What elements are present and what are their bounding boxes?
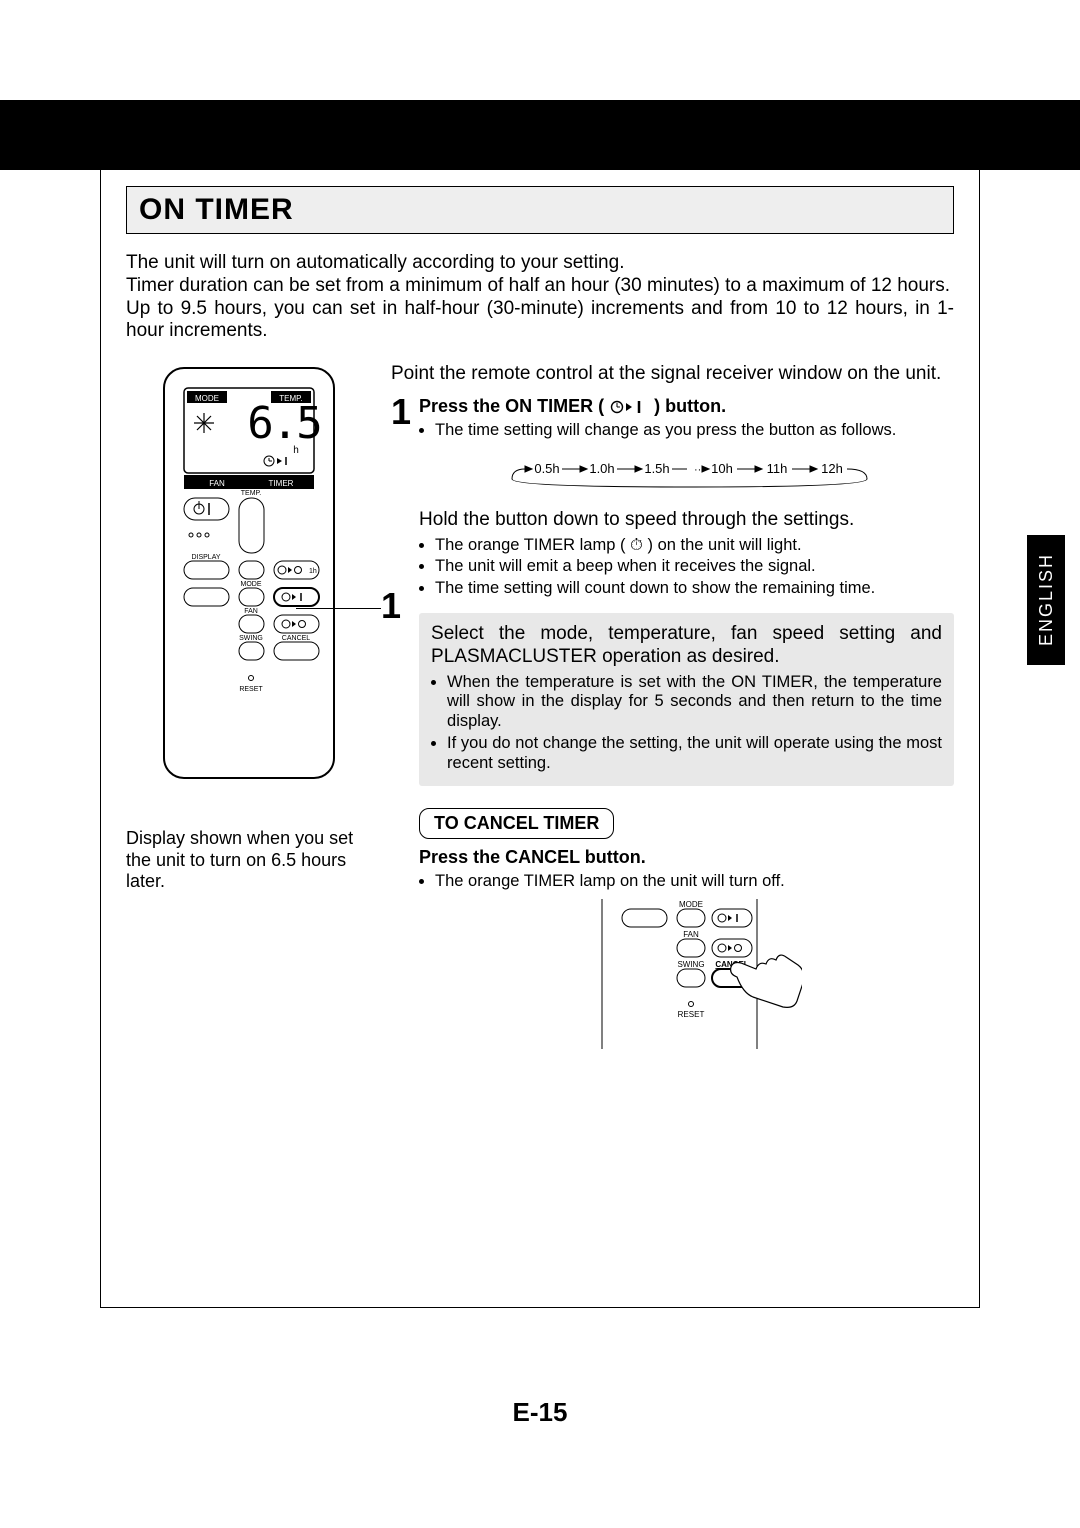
svg-text:1.5h: 1.5h	[644, 461, 669, 476]
page-frame: ON TIMER The unit will turn on automatic…	[100, 165, 980, 1308]
page-number: E-15	[0, 1397, 1080, 1428]
gray-box-lead: Select the mode, temperature, fan speed …	[431, 623, 942, 669]
step-number: 1	[391, 396, 411, 428]
svg-text:DISPLAY: DISPLAY	[191, 554, 220, 561]
svg-text:1.0h: 1.0h	[589, 461, 614, 476]
svg-text:12h: 12h	[821, 461, 843, 476]
step-head-suffix: ) button.	[654, 396, 726, 416]
cancel-heading: Press the CANCEL button.	[419, 847, 954, 868]
language-tab: ENGLISH	[1027, 535, 1065, 665]
bullet-item: The time setting will count down to show…	[435, 579, 954, 599]
callout-number: 1	[381, 585, 401, 627]
callout-line	[296, 608, 381, 609]
cancel-bullets: The orange TIMER lamp on the unit will t…	[419, 872, 954, 892]
language-tab-label: ENGLISH	[1036, 553, 1057, 646]
svg-text:FAN: FAN	[209, 479, 225, 488]
header-black-bar	[0, 100, 1080, 170]
svg-text:FAN: FAN	[244, 608, 258, 615]
remote-illustration: MODE TEMP. 6.5 h FAN	[149, 363, 349, 793]
svg-text:6.5: 6.5	[247, 398, 320, 449]
bullet-item: When the temperature is set with the ON …	[447, 673, 942, 732]
svg-text:11h: 11h	[766, 461, 787, 476]
svg-text:TEMP.: TEMP.	[240, 490, 261, 497]
section-title: ON TIMER	[139, 193, 941, 227]
svg-text:FAN: FAN	[683, 930, 699, 939]
svg-text:RESET: RESET	[677, 1010, 704, 1019]
clock-play-bar-icon	[609, 400, 649, 414]
step-body: Press the ON TIMER ( ) button. The time …	[419, 396, 954, 1049]
gray-settings-box: Select the mode, temperature, fan speed …	[419, 613, 954, 786]
gray-box-bullets: When the temperature is set with the ON …	[431, 673, 942, 774]
svg-text:h: h	[293, 445, 299, 456]
svg-text:SWING: SWING	[239, 635, 263, 642]
svg-text:1h: 1h	[309, 568, 317, 575]
svg-text:TIMER: TIMER	[268, 479, 293, 488]
remote-caption: Display shown when you set the unit to t…	[126, 828, 371, 893]
svg-text:10h: 10h	[711, 461, 733, 476]
left-column: MODE TEMP. 6.5 h FAN	[126, 363, 371, 1049]
bullet-item: If you do not change the setting, the un…	[447, 734, 942, 774]
bullet-item: The time setting will change as you pres…	[435, 421, 954, 441]
right-column: Point the remote control at the signal r…	[391, 363, 954, 1049]
svg-text:CANCEL: CANCEL	[281, 635, 310, 642]
cancel-timer-label: TO CANCEL TIMER	[419, 808, 614, 839]
bullet-item: The orange TIMER lamp ( ⏱ ) on the unit …	[435, 536, 954, 556]
step-1: 1 Press the ON TIMER ( ) button. The	[391, 396, 954, 1049]
svg-text:MODE: MODE	[240, 581, 261, 588]
step-1-bullets: The time setting will change as you pres…	[419, 421, 954, 441]
svg-text:RESET: RESET	[239, 686, 263, 693]
hold-bullets: The orange TIMER lamp ( ⏱ ) on the unit …	[419, 536, 954, 599]
point-instruction: Point the remote control at the signal r…	[391, 363, 954, 386]
timer-sequence-diagram: 0.5h 1.0h 1.5h 10h 11h 12h ···	[492, 451, 882, 491]
bullet-item: The orange TIMER lamp on the unit will t…	[435, 872, 954, 892]
cancel-remote-illustration: MODE FAN SWING CANCEL	[572, 899, 802, 1049]
step-head-prefix: Press the ON TIMER (	[419, 396, 604, 416]
hold-instruction: Hold the button down to speed through th…	[419, 509, 954, 532]
svg-text:0.5h: 0.5h	[534, 461, 559, 476]
svg-text:MODE: MODE	[679, 900, 703, 909]
bullet-item: The unit will emit a beep when it receiv…	[435, 557, 954, 577]
intro-text: The unit will turn on automatically acco…	[126, 252, 954, 343]
svg-text:SWING: SWING	[677, 960, 704, 969]
two-column-layout: MODE TEMP. 6.5 h FAN	[126, 363, 954, 1049]
section-title-box: ON TIMER	[126, 186, 954, 234]
svg-text:MODE: MODE	[195, 394, 219, 403]
step-heading: Press the ON TIMER ( ) button.	[419, 396, 954, 417]
